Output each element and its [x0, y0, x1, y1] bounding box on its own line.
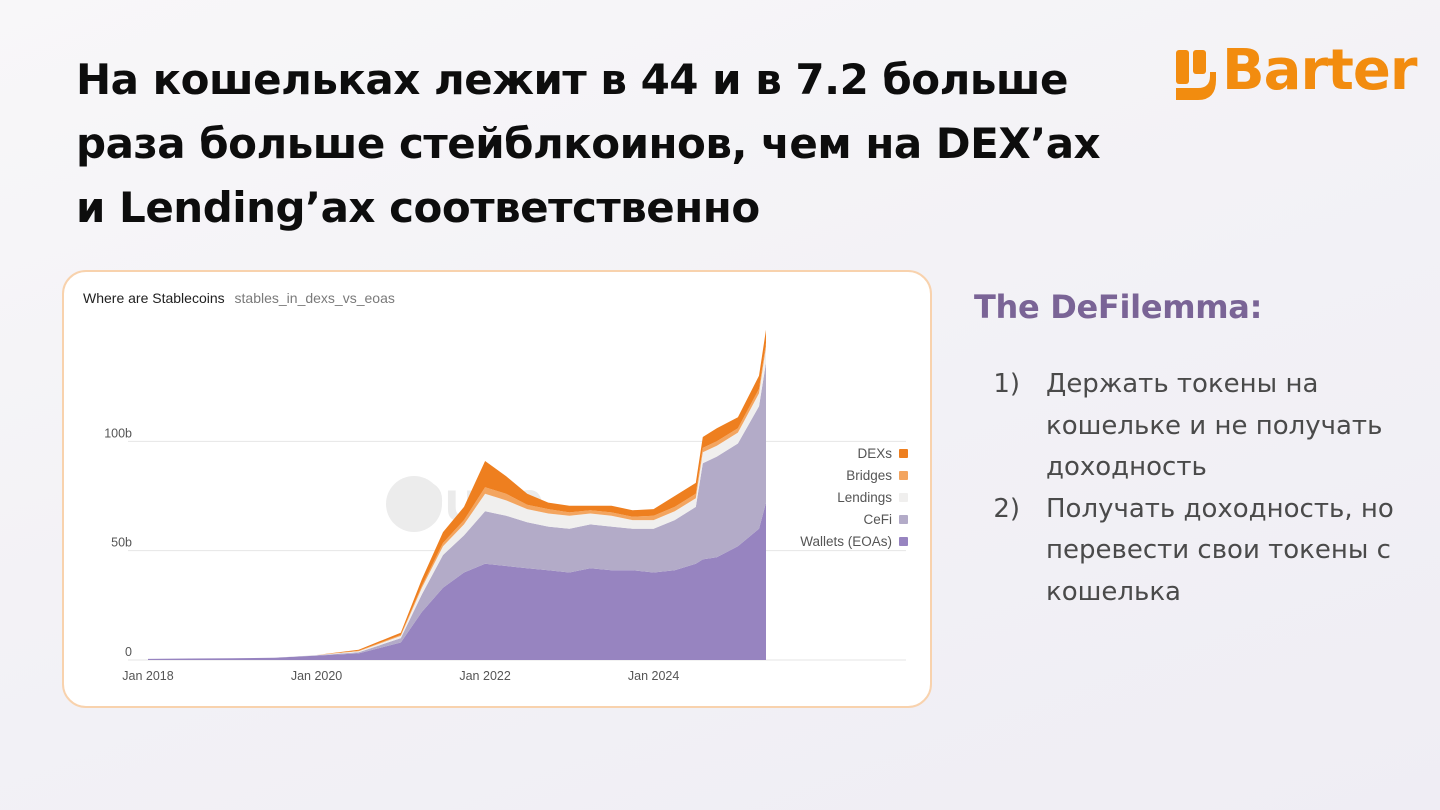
legend-label: DEXs [857, 445, 892, 461]
legend-swatch [899, 536, 908, 546]
list-item-number: 1) [993, 369, 1020, 399]
list-item: 2) Получать доходность, но перевести сво… [980, 489, 1400, 614]
chart-card: Where are Stablecoins stables_in_dexs_vs… [62, 270, 932, 708]
x-tick-label: Jan 2024 [628, 669, 679, 683]
list-item-number: 2) [993, 493, 1020, 524]
dilemma-list: 1) Держать токены на кошельке и не получ… [980, 364, 1400, 613]
legend-label: Lendings [837, 489, 892, 505]
legend-item[interactable]: DEXs [800, 442, 908, 464]
x-tick-label: Jan 2022 [459, 669, 510, 683]
legend-swatch [899, 514, 908, 524]
area-wallets-eoas [148, 502, 766, 660]
legend-label: CeFi [863, 511, 892, 527]
y-tick-label: 50b [111, 536, 132, 550]
legend-label: Wallets (EOAs) [800, 533, 892, 549]
barter-wordmark: Barter [1222, 38, 1417, 103]
chart-title: Where are Stablecoins [83, 290, 225, 306]
barter-logo: Barter [1172, 40, 1417, 106]
y-tick-label: 0 [125, 645, 132, 659]
chart-legend: DEXs Bridges Lendings CeFi Wallets (EOAs) [800, 442, 908, 552]
list-item-text: Держать токены на кошельке и не получать… [1046, 369, 1383, 482]
list-item-text: Получать доходность, но перевести свои т… [1046, 493, 1394, 607]
x-tick-label: Jan 2018 [122, 669, 173, 683]
legend-item[interactable]: Lendings [800, 486, 908, 508]
legend-label: Bridges [846, 467, 892, 483]
legend-swatch [899, 448, 908, 458]
side-heading: The DeFilemma: [974, 288, 1263, 326]
legend-swatch [899, 470, 908, 480]
legend-item[interactable]: CeFi [800, 508, 908, 530]
legend-item[interactable]: Wallets (EOAs) [800, 530, 908, 552]
slide-title: На кошельках лежит в 44 и в 7.2 больше р… [76, 55, 1101, 232]
chart-query-name: stables_in_dexs_vs_eoas [234, 290, 395, 306]
legend-swatch [899, 492, 908, 502]
barter-logo-icon [1176, 50, 1216, 100]
chart-header: Where are Stablecoins stables_in_dexs_vs… [83, 290, 395, 306]
dune-watermark-icon [386, 476, 442, 532]
legend-item[interactable]: Bridges [800, 464, 908, 486]
list-item: 1) Держать токены на кошельке и не получ… [980, 364, 1400, 489]
y-tick-label: 100b [104, 426, 132, 440]
x-tick-label: Jan 2020 [291, 669, 342, 683]
